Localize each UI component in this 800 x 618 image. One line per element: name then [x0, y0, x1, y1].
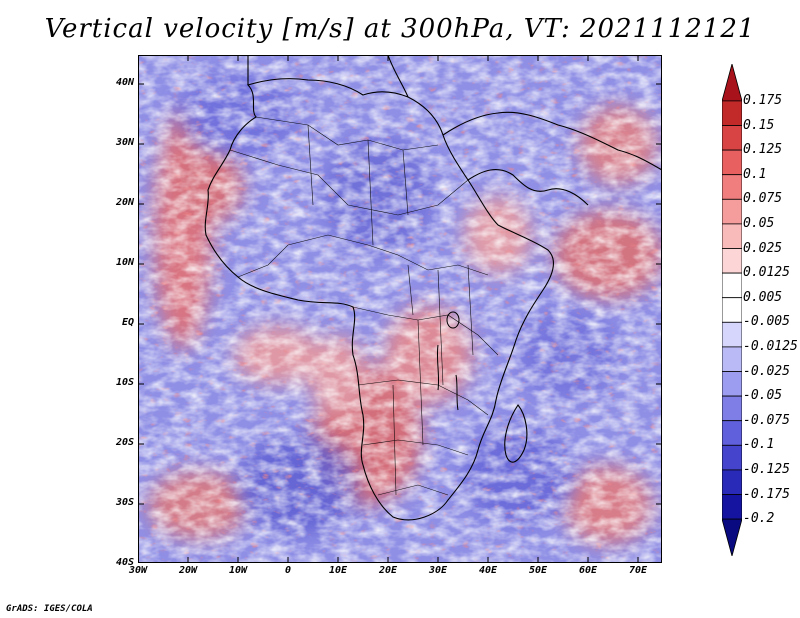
- colorbar: [722, 64, 742, 556]
- y-axis-label: 30N: [115, 137, 134, 148]
- colorbar-label: 0.05: [743, 215, 775, 231]
- x-axis-label: 70E: [628, 565, 648, 576]
- colorbar-segment: [722, 198, 742, 225]
- colorbar-label: -0.175: [743, 486, 790, 502]
- x-axis-label: 10E: [328, 565, 348, 576]
- colorbar-segment: [722, 174, 742, 200]
- colorbar-label: -0.125: [743, 461, 790, 477]
- coastlines: [204, 55, 662, 521]
- map-frame: [138, 55, 662, 563]
- colorbar-label: -0.005: [743, 314, 790, 330]
- colorbar-label: 0.175: [743, 92, 783, 108]
- colorbar-segment: [722, 272, 742, 299]
- y-axis-label: 10N: [115, 257, 134, 268]
- colorbar-segment: [722, 149, 742, 176]
- colorbar-label: -0.1: [743, 437, 775, 453]
- lakes: [436, 311, 460, 411]
- y-axis-label: 40S: [115, 557, 134, 568]
- x-axis-label: 20E: [378, 565, 398, 576]
- colorbar-segment: [722, 518, 742, 556]
- colorbar-label: 0.125: [743, 142, 783, 158]
- colorbar-segment: [722, 420, 742, 446]
- colorbar-segment: [722, 469, 742, 495]
- colorbar-segment: [722, 494, 742, 520]
- colorbar-segment: [722, 100, 742, 126]
- colorbar-segment: [722, 223, 742, 249]
- colorbar-segment: [722, 346, 742, 372]
- y-axis-label: EQ: [121, 317, 134, 328]
- colorbar-label: -0.2: [743, 511, 775, 527]
- velocity-field-map: [138, 55, 662, 563]
- x-axis-label: 10W: [228, 565, 248, 576]
- plot-title: Vertical velocity [m/s] at 300hPa, VT: 2…: [44, 14, 756, 44]
- colorbar-label: -0.05: [743, 388, 783, 404]
- colorbar-segment: [722, 248, 742, 274]
- colorbar-segment: [722, 321, 742, 348]
- colorbar-label: -0.0125: [743, 338, 798, 354]
- x-axis-label: 0: [284, 565, 292, 576]
- colorbar-label: 0.0125: [743, 265, 790, 281]
- country-borders: [229, 116, 499, 496]
- colorbar-segment: [722, 125, 742, 151]
- x-axis-label: 40E: [478, 565, 498, 576]
- colorbar-label: 0.075: [743, 191, 783, 207]
- credit-text: GrADS: IGES/COLA: [6, 604, 93, 614]
- y-axis-label: 40N: [115, 77, 134, 88]
- x-axis-label: 50E: [528, 565, 548, 576]
- colorbar-segment: [722, 395, 742, 422]
- y-axis-label: 20S: [115, 437, 134, 448]
- colorbar-label: 0.15: [743, 117, 775, 133]
- colorbar-segment: [722, 64, 742, 102]
- map-panel: [138, 55, 662, 563]
- colorbar-segment: [722, 297, 742, 323]
- x-axis-label: 30E: [428, 565, 448, 576]
- colorbar-label: 0.025: [743, 240, 783, 256]
- x-axis-label: 30W: [128, 565, 148, 576]
- y-axis-label: 30S: [115, 497, 134, 508]
- colorbar-label: -0.075: [743, 412, 790, 428]
- y-axis-label: 10S: [115, 377, 134, 388]
- colorbar-label: -0.025: [743, 363, 790, 379]
- colorbar-label: 0.005: [743, 289, 783, 305]
- x-axis-label: 60E: [578, 565, 598, 576]
- colorbar-segment: [722, 444, 742, 471]
- x-axis-label: 20W: [178, 565, 198, 576]
- colorbar-segment: [722, 371, 742, 397]
- colorbar-label: 0.1: [743, 166, 767, 182]
- y-axis-label: 20N: [115, 197, 134, 208]
